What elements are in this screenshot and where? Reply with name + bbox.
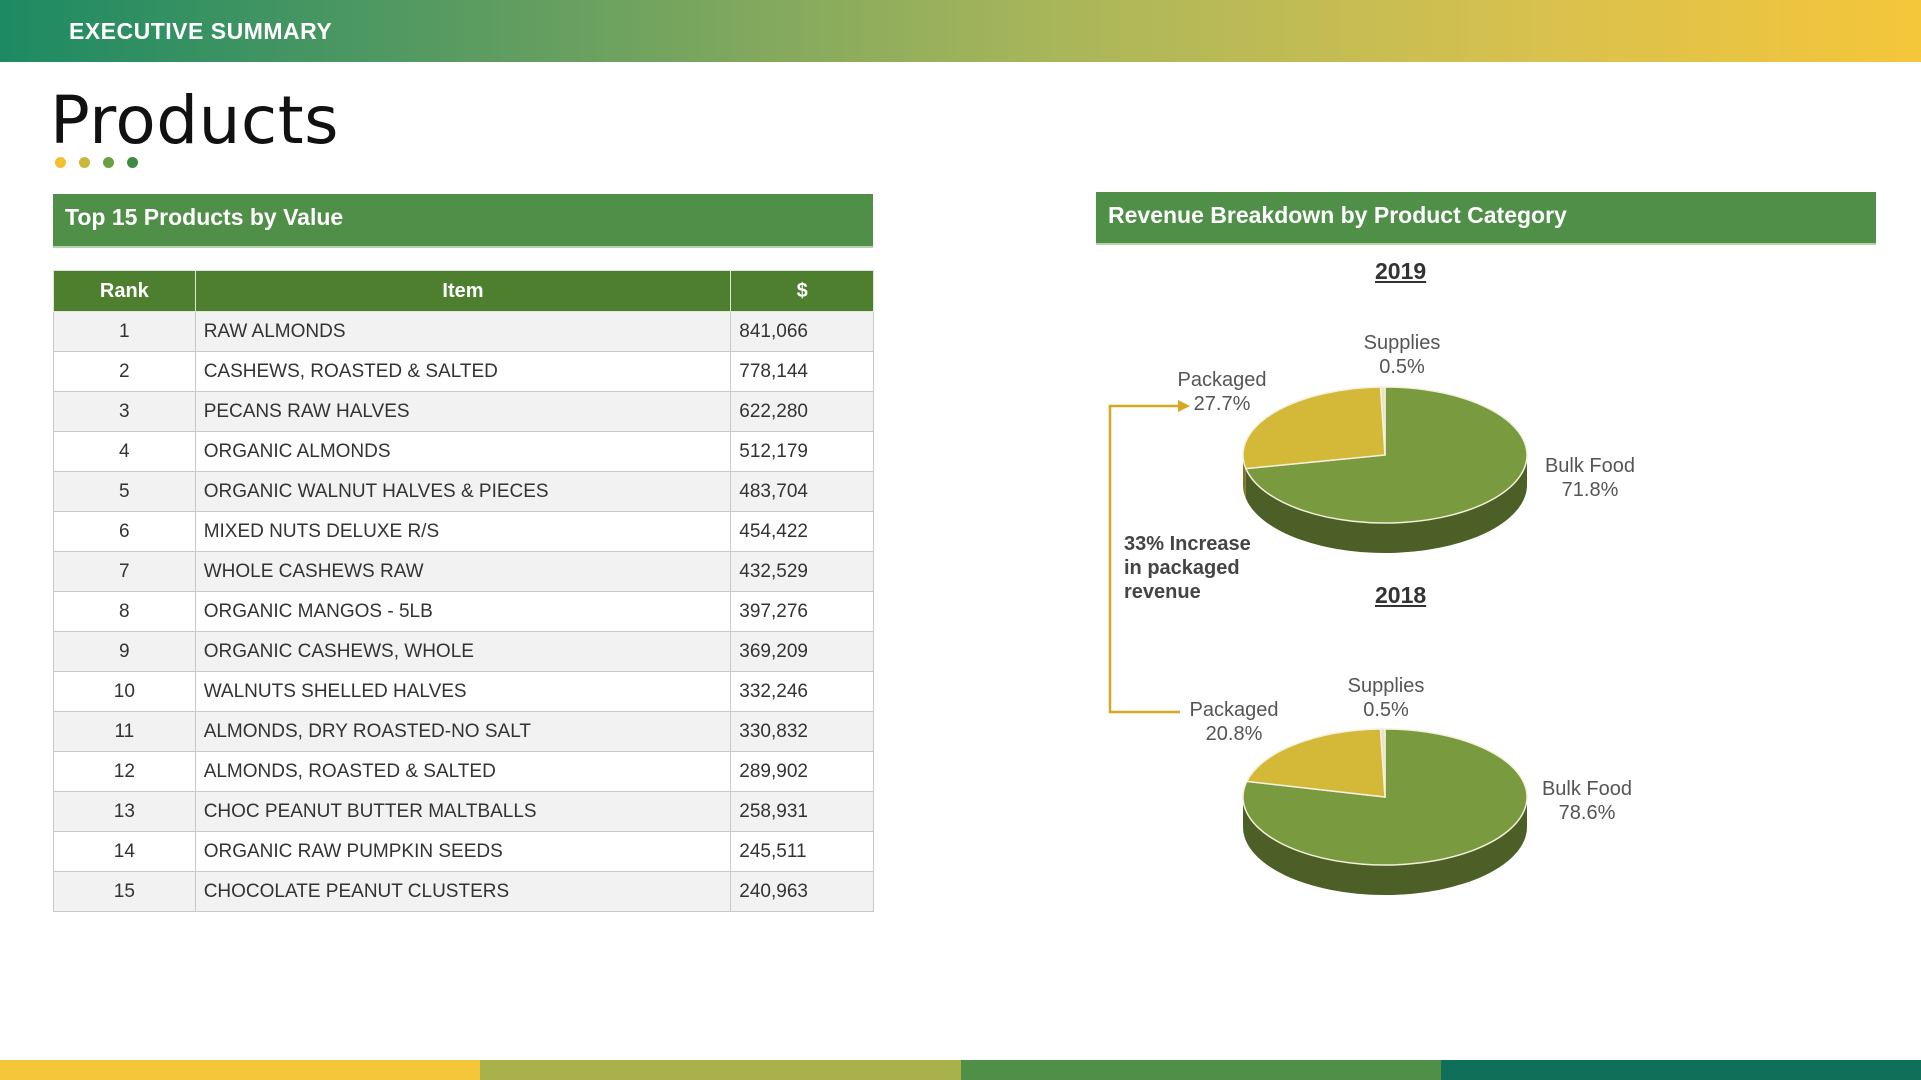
strip-2: [480, 1060, 961, 1080]
title-dots: [55, 157, 138, 168]
pie-label-supplies-name: Supplies: [1364, 332, 1441, 354]
item-cell: RAW ALMONDS: [194, 311, 732, 352]
table-row: 2 CASHEWS, ROASTED & SALTED 778,144: [53, 351, 874, 392]
banner-title: EXECUTIVE SUMMARY: [69, 18, 333, 44]
table-row: 15 CHOCOLATE PEANUT CLUSTERS 240,963: [53, 871, 874, 912]
pie-slice-side-bulk-food: [1243, 797, 1527, 895]
value-cell: 483,704: [730, 471, 874, 512]
table-section-title: Top 15 Products by Value: [53, 194, 873, 248]
pie-label-packaged-value: 27.7%: [1194, 393, 1251, 415]
table-row: 12 ALMONDS, ROASTED & SALTED 289,902: [53, 751, 874, 792]
value-cell: 258,931: [730, 791, 874, 832]
item-cell: WHOLE CASHEWS RAW: [194, 551, 732, 592]
value-cell: 369,209: [730, 631, 874, 672]
item-cell: CHOC PEANUT BUTTER MALTBALLS: [194, 791, 732, 832]
dot-4: [127, 157, 138, 168]
pie-label-bulk-name: Bulk Food: [1542, 778, 1632, 800]
pie-label-bulk-name: Bulk Food: [1545, 455, 1635, 477]
item-cell: ORGANIC WALNUT HALVES & PIECES: [194, 471, 732, 512]
pie-label-supplies-value: 0.5%: [1379, 356, 1425, 378]
value-cell: 622,280: [730, 391, 874, 432]
value-cell: 512,179: [730, 431, 874, 472]
rank-cell: 11: [53, 711, 196, 752]
page-title: Products: [50, 82, 339, 159]
item-cell: CASHEWS, ROASTED & SALTED: [194, 351, 732, 392]
rank-cell: 10: [53, 671, 196, 712]
item-cell: ORGANIC MANGOS - 5LB: [194, 591, 732, 632]
pie-label-supplies-name: Supplies: [1348, 675, 1425, 697]
dot-3: [103, 157, 114, 168]
rank-cell: 3: [53, 391, 196, 432]
value-cell: 332,246: [730, 671, 874, 712]
strip-1: [0, 1060, 481, 1080]
value-cell: 841,066: [730, 311, 874, 352]
item-cell: ORGANIC CASHEWS, WHOLE: [194, 631, 732, 672]
pie-slice-side-packaged: [1243, 455, 1246, 499]
item-cell: PECANS RAW HALVES: [194, 391, 732, 432]
pie-slice-packaged: [1242, 386, 1386, 470]
chart-section-title: Revenue Breakdown by Product Category: [1096, 192, 1876, 245]
table-row: 3 PECANS RAW HALVES 622,280: [53, 391, 874, 432]
dot-2: [79, 157, 90, 168]
top-banner: EXECUTIVE SUMMARY: [0, 0, 1921, 62]
table-row: 7 WHOLE CASHEWS RAW 432,529: [53, 551, 874, 592]
rank-cell: 12: [53, 751, 196, 792]
item-cell: WALNUTS SHELLED HALVES: [194, 671, 732, 712]
pie-label-bulk-value: 71.8%: [1562, 479, 1619, 501]
rank-cell: 14: [53, 831, 196, 872]
table-row: 10 WALNUTS SHELLED HALVES 332,246: [53, 671, 874, 712]
column-header-item: Item: [194, 270, 732, 312]
table-body: 1 RAW ALMONDS 841,066 2 CASHEWS, ROASTED & S…: [53, 311, 874, 912]
strip-4: [1440, 1060, 1921, 1080]
products-table: Rank Item $ 1 RAW ALMONDS 841,066 2 CASHEWS,…: [53, 270, 874, 912]
value-cell: 289,902: [730, 751, 874, 792]
increase-arrow-head: [1178, 400, 1190, 412]
pie-label-bulk-value: 78.6%: [1559, 802, 1616, 824]
item-cell: ORGANIC RAW PUMPKIN SEEDS: [194, 831, 732, 872]
increase-connector-line: [1108, 404, 1180, 714]
item-cell: ORGANIC ALMONDS: [194, 431, 732, 472]
value-cell: 240,963: [730, 871, 874, 912]
pie-label-packaged-name: Packaged: [1178, 369, 1267, 391]
table-row: 5 ORGANIC WALNUT HALVES & PIECES 483,704: [53, 471, 874, 512]
column-header-value: $: [730, 270, 874, 312]
pie-label-packaged-name: Packaged: [1190, 699, 1279, 721]
rank-cell: 6: [53, 511, 196, 552]
pie-title-2019: 2019: [1375, 258, 1427, 284]
table-row: 1 RAW ALMONDS 841,066: [53, 311, 874, 352]
pie-slice-packaged: [1245, 728, 1386, 798]
rank-cell: 15: [53, 871, 196, 912]
rank-cell: 2: [53, 351, 196, 392]
rank-cell: 7: [53, 551, 196, 592]
table-row: 14 ORGANIC RAW PUMPKIN SEEDS 245,511: [53, 831, 874, 872]
pie-slice-supplies: [1379, 728, 1386, 798]
table-row: 13 CHOC PEANUT BUTTER MALTBALLS 258,931: [53, 791, 874, 832]
item-cell: CHOCOLATE PEANUT CLUSTERS: [194, 871, 732, 912]
value-cell: 245,511: [730, 831, 874, 872]
value-cell: 397,276: [730, 591, 874, 632]
bottom-strip: [0, 1060, 1921, 1080]
value-cell: 778,144: [730, 351, 874, 392]
increase-note: 33% Increase in packaged revenue: [1124, 533, 1251, 603]
strip-3: [960, 1060, 1441, 1080]
table-header-row: Rank Item $: [53, 270, 874, 312]
pie-slice-supplies: [1379, 386, 1386, 456]
table-row: 6 MIXED NUTS DELUXE R/S 454,422: [53, 511, 874, 552]
pie-label-packaged-value: 20.8%: [1206, 723, 1263, 745]
pie-title-2018: 2018: [1375, 582, 1427, 608]
column-header-rank: Rank: [53, 270, 196, 312]
pie-slice-side-bulk-food: [1245, 455, 1527, 553]
rank-cell: 1: [53, 311, 196, 352]
value-cell: 454,422: [730, 511, 874, 552]
pie-slice-bulk-food: [1244, 386, 1528, 524]
pie-label-supplies-value: 0.5%: [1363, 699, 1409, 721]
rank-cell: 13: [53, 791, 196, 832]
item-cell: ALMONDS, ROASTED & SALTED: [194, 751, 732, 792]
table-row: 8 ORGANIC MANGOS - 5LB 397,276: [53, 591, 874, 632]
table-row: 9 ORGANIC CASHEWS, WHOLE 369,209: [53, 631, 874, 672]
dot-1: [55, 157, 66, 168]
